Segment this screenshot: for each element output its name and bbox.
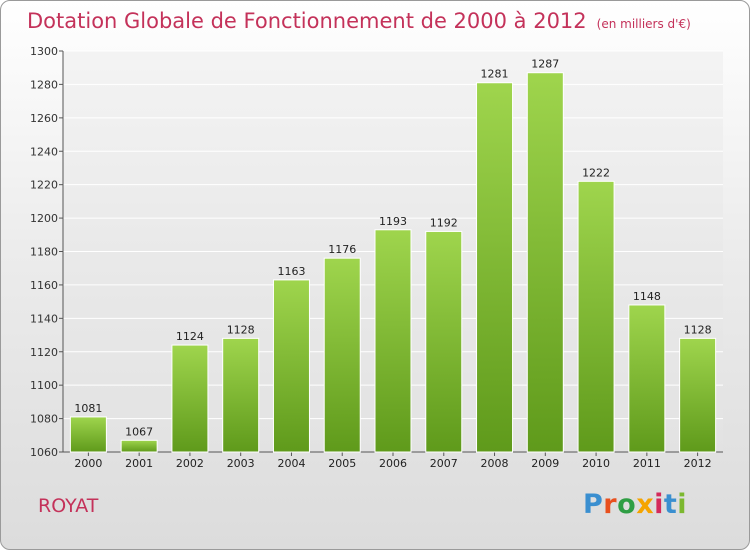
data-label-2011: 1148 — [633, 290, 661, 303]
data-label-2001: 1067 — [125, 425, 153, 438]
bar-2001 — [120, 439, 158, 453]
bars — [69, 72, 717, 453]
x-tick-label: 2006 — [379, 457, 407, 470]
bar-2009 — [526, 72, 564, 453]
data-label-2010: 1222 — [582, 166, 610, 179]
logo-letter: i — [677, 489, 688, 520]
data-label-2005: 1176 — [328, 243, 356, 256]
logo-letter: P — [583, 489, 604, 520]
x-tick-label: 2005 — [328, 457, 356, 470]
data-label-2000: 1081 — [74, 402, 102, 415]
logo-letter: x — [636, 489, 655, 520]
data-label-2009: 1287 — [531, 58, 559, 71]
y-tick-label: 1140 — [30, 312, 58, 325]
chart-unit: (en milliers d'€) — [596, 17, 691, 31]
logo-letter: o — [617, 489, 637, 520]
data-label-2006: 1193 — [379, 215, 407, 228]
y-tick-label: 1280 — [30, 78, 58, 91]
x-tick-label: 2008 — [481, 457, 509, 470]
bar-2012 — [679, 337, 717, 453]
logo-letter: t — [663, 489, 678, 520]
logo-letter: r — [603, 489, 618, 520]
bar-2011 — [628, 304, 666, 453]
y-tick-label: 1180 — [30, 246, 58, 259]
proxiti-logo: Proxiti — [583, 489, 687, 520]
bar-2005 — [323, 257, 361, 453]
chart-title-text: Dotation Globale de Fonctionnement de 20… — [27, 9, 587, 33]
data-label-2003: 1128 — [227, 323, 255, 336]
bar-2002 — [171, 344, 209, 453]
x-tick-label: 2000 — [74, 457, 102, 470]
commune-name: ROYAT — [38, 495, 99, 517]
y-tick-label: 1240 — [30, 145, 58, 158]
y-tick-label: 1100 — [30, 379, 58, 392]
x-tick-label: 2003 — [227, 457, 255, 470]
bar-2003 — [222, 337, 260, 453]
y-tick-label: 1080 — [30, 413, 58, 426]
x-tick-label: 2007 — [430, 457, 458, 470]
data-label-2008: 1281 — [481, 68, 509, 81]
y-tick-label: 1300 — [30, 45, 58, 58]
data-label-2004: 1163 — [277, 265, 305, 278]
y-tick-label: 1120 — [30, 346, 58, 359]
x-tick-label: 2010 — [582, 457, 610, 470]
bar-2008 — [476, 82, 514, 453]
x-tick-label: 2004 — [277, 457, 305, 470]
y-tick-label: 1220 — [30, 179, 58, 192]
bar-2010 — [577, 180, 615, 453]
x-tick-label: 2001 — [125, 457, 153, 470]
data-label-2012: 1128 — [684, 323, 712, 336]
y-tick-label: 1260 — [30, 112, 58, 125]
x-tick-label: 2009 — [531, 457, 559, 470]
axes: 1060 1080 1100 1120 1140 1160 1180 1200 1220 1240… — [30, 45, 723, 470]
bar-2000 — [69, 416, 107, 453]
bar-2004 — [272, 279, 310, 453]
logo-letter: i — [654, 489, 664, 520]
x-tick-label: 2011 — [633, 457, 661, 470]
y-tick-label: 1060 — [30, 446, 58, 459]
bar-2007 — [425, 230, 463, 453]
x-tick-label: 2012 — [684, 457, 712, 470]
chart-title: Dotation Globale de Fonctionnement de 20… — [27, 9, 691, 33]
x-tick-label: 2002 — [176, 457, 204, 470]
data-labels: 1081 1067 1124 1128 1163 1176 1193 1192 1281 1287… — [74, 58, 711, 439]
data-label-2002: 1124 — [176, 330, 204, 343]
y-tick-label: 1160 — [30, 279, 58, 292]
y-tick-label: 1200 — [30, 212, 58, 225]
bar-2006 — [374, 229, 412, 453]
data-label-2007: 1192 — [430, 216, 458, 229]
